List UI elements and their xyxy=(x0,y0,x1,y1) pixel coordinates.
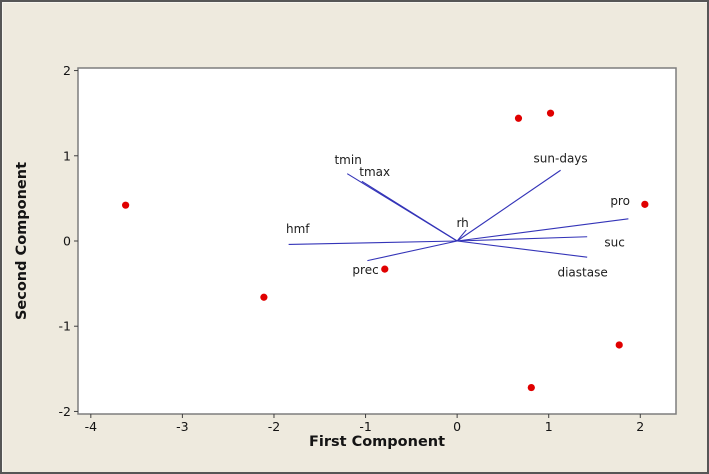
data-point xyxy=(260,293,268,301)
x-tick-label: -2 xyxy=(268,419,280,434)
x-tick-label: -4 xyxy=(85,419,98,434)
vector-label-tmax: tmax xyxy=(359,165,390,179)
vector-label-pro: pro xyxy=(610,194,630,208)
x-tick-label: 0 xyxy=(453,419,461,434)
data-point xyxy=(514,114,523,122)
vector-sun-days xyxy=(456,169,561,242)
vector-label-prec: prec xyxy=(352,263,378,277)
y-tick-label: 2 xyxy=(63,63,71,78)
vector-label-diastase: diastase xyxy=(557,266,607,280)
y-tick-label: 1 xyxy=(63,148,71,163)
vector-rh xyxy=(456,229,467,242)
x-tick-label: -1 xyxy=(359,419,371,434)
vector-hmf xyxy=(288,240,458,245)
data-point xyxy=(381,265,389,273)
y-tick-label: -2 xyxy=(59,404,71,419)
data-point xyxy=(615,341,623,349)
vector-label-sun-days: sun-days xyxy=(534,151,588,165)
vector-tmax xyxy=(361,180,458,242)
vector-suc xyxy=(457,236,588,242)
y-tick-label: -1 xyxy=(59,319,71,334)
y-axis-title: Second Component xyxy=(14,161,30,321)
plot-area xyxy=(77,67,677,415)
x-axis-title: First Component xyxy=(308,434,446,450)
vector-prec xyxy=(367,240,458,262)
vector-label-tmin: tmin xyxy=(334,153,361,167)
data-point xyxy=(527,383,535,392)
x-tick-label: -3 xyxy=(176,419,188,434)
vector-pro xyxy=(457,218,629,242)
vector-label-rh: rh xyxy=(456,216,468,230)
y-tick-label: 0 xyxy=(63,234,71,249)
data-point xyxy=(546,109,555,117)
vector-label-suc: suc xyxy=(604,236,624,250)
vector-label-hmf: hmf xyxy=(286,222,310,236)
data-point xyxy=(122,201,130,209)
x-tick-label: 2 xyxy=(636,419,644,434)
data-point xyxy=(641,200,649,208)
vector-diastase xyxy=(457,240,588,258)
x-tick-label: 1 xyxy=(545,419,553,434)
